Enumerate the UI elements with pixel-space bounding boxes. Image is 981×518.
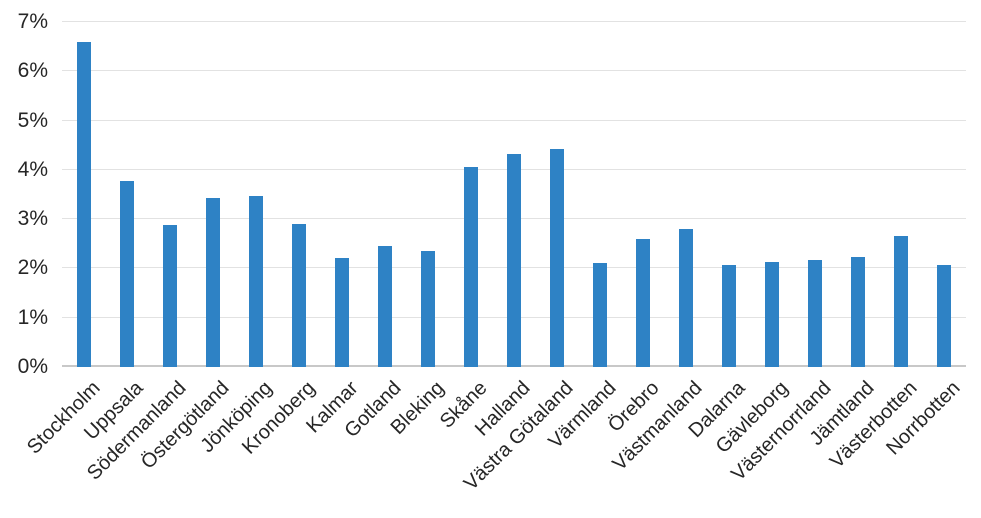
bar [636,238,651,367]
gridline [62,21,966,22]
bar [593,263,608,367]
plot-area: 0% 1% 2% 3% 4% 5% 6% 7% Stockholm Uppsala Söderman… [18,11,966,495]
y-axis-tick-label: 0% [17,355,48,378]
bar [334,258,349,367]
gridline [62,70,966,72]
bar [463,167,478,367]
bar [377,245,392,367]
y-axis-tick-label: 6% [17,59,48,83]
y-axis-tick-label: 2% [17,256,48,280]
bar [248,196,263,367]
bar [162,225,177,367]
bar [679,229,694,367]
bar [937,264,952,367]
bar [507,154,521,367]
bar [205,197,220,367]
y-axis-tick-label: 5% [17,108,48,132]
bar [291,224,306,367]
y-axis-tick-label: 1% [17,305,48,329]
bar [851,257,866,367]
gridline [62,119,966,121]
bar [550,149,565,367]
bar [765,262,780,367]
bar [420,251,435,367]
bar [722,264,737,367]
y-axis-tick-label: 7% [17,10,48,33]
y-axis-tick-label: 4% [17,157,48,181]
bar [119,180,134,367]
bar [894,235,909,367]
bar [808,260,823,367]
y-axis-tick-label: 3% [17,207,48,231]
bar [76,41,91,367]
